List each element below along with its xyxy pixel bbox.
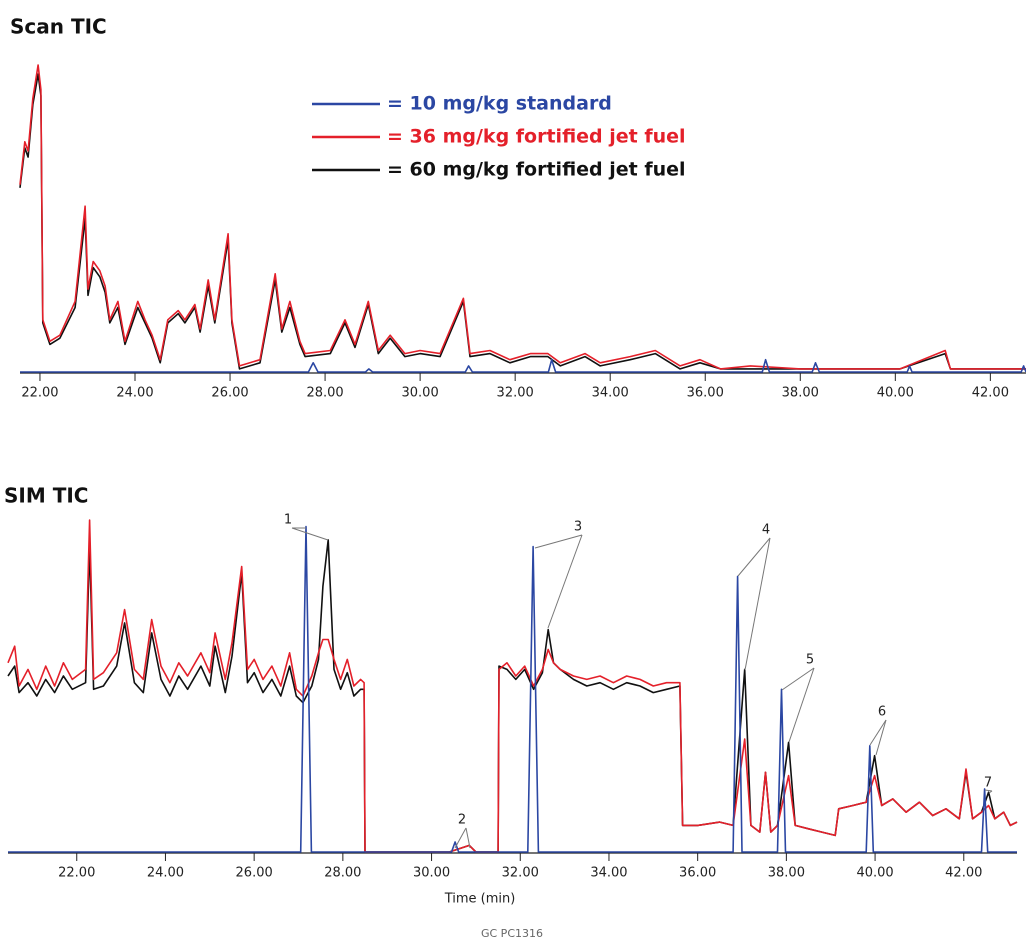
x-tick-label: 36.00 (687, 386, 724, 401)
legend-label: = 36 mg/kg fortified jet fuel (387, 126, 686, 148)
chart-title: Scan TIC (10, 15, 107, 39)
annotation-leader (454, 827, 467, 849)
x-tick-label: 36.00 (679, 866, 716, 881)
annotation: 4 (762, 523, 770, 538)
series-line (20, 358, 1026, 373)
x-tick-label: 42.00 (945, 866, 982, 881)
series-line (8, 525, 1017, 853)
legend-label: = 60 mg/kg fortified jet fuel (387, 159, 686, 181)
chart-title: SIM TIC (4, 484, 88, 508)
series-line (19, 64, 1026, 370)
footer: GC PC1316 (481, 927, 543, 939)
annotation-leader (869, 719, 887, 746)
annotation: 1 (284, 513, 292, 528)
x-tick-label: 40.00 (877, 386, 914, 401)
x-tick-label: 38.00 (782, 386, 819, 401)
annotation: 3 (574, 520, 582, 535)
annotation-leader (737, 537, 771, 577)
x-tick-label: 40.00 (856, 866, 893, 881)
annotation-leader (788, 667, 815, 743)
annotation-leader (988, 790, 993, 794)
annotation-leader (291, 527, 329, 541)
x-tick-label: 22.00 (21, 386, 58, 401)
x-tick-label: 38.00 (768, 866, 805, 881)
x-tick-label: 28.00 (306, 386, 343, 401)
annotation: 2 (458, 813, 466, 828)
legend-label: = 10 mg/kg standard (387, 93, 612, 115)
annotation: 6 (878, 705, 886, 720)
annotation-leader (465, 827, 471, 849)
x-axis-label: Time (min) (444, 892, 516, 907)
series-line (7, 519, 1018, 853)
annotation: 7 (984, 776, 992, 791)
x-tick-label: 28.00 (324, 866, 361, 881)
x-tick-label: 32.00 (502, 866, 539, 881)
x-tick-label: 30.00 (413, 866, 450, 881)
x-tick-label: 24.00 (147, 866, 184, 881)
x-tick-label: 22.00 (58, 866, 95, 881)
x-tick-label: 34.00 (592, 386, 629, 401)
x-tick-label: 26.00 (236, 866, 273, 881)
annotation-leader (547, 534, 583, 629)
annotation-leader (781, 667, 815, 691)
x-tick-label: 42.00 (972, 386, 1009, 401)
series-line (7, 539, 1018, 853)
x-tick-label: 24.00 (116, 386, 153, 401)
series-line (19, 73, 1026, 370)
x-tick-label: 30.00 (402, 386, 439, 401)
x-tick-label: 34.00 (590, 866, 627, 881)
annotation-leader (984, 789, 993, 792)
annotation-leader (534, 534, 583, 549)
annotation: 5 (806, 653, 814, 668)
annotation-leader (875, 719, 887, 756)
annotation-leader (744, 537, 771, 671)
x-tick-label: 26.00 (211, 386, 248, 401)
x-tick-label: 32.00 (497, 386, 534, 401)
